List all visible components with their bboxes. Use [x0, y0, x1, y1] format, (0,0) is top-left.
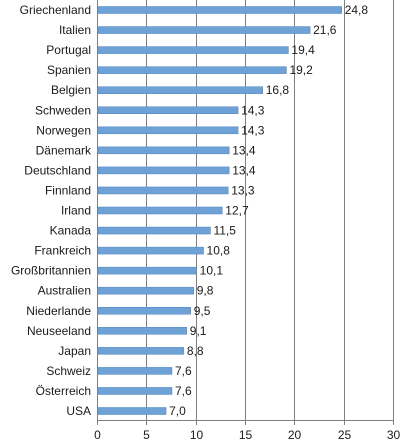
category-label: Schweiz — [46, 364, 91, 378]
bar — [97, 327, 188, 335]
category-label: USA — [66, 404, 91, 418]
value-label: 8,8 — [187, 344, 204, 358]
value-label: 7,6 — [175, 384, 192, 398]
bar — [97, 407, 167, 415]
value-label: 13,3 — [231, 183, 255, 197]
category-label: Frankreich — [34, 244, 91, 258]
value-label: 14,3 — [241, 123, 265, 137]
category-label: Österreich — [36, 384, 91, 398]
bar — [97, 146, 230, 155]
category-label: Australien — [38, 284, 91, 298]
bar — [97, 387, 173, 395]
category-label: Großbritannien — [11, 264, 91, 278]
x-tick-label: 5 — [143, 428, 150, 442]
bar — [97, 126, 239, 135]
category-label: Japan — [58, 344, 91, 358]
bar — [97, 206, 223, 215]
value-label: 14,3 — [241, 103, 265, 117]
category-label: Italien — [59, 23, 91, 37]
bar — [97, 347, 185, 355]
value-labels: 24,821,619,419,216,814,314,313,413,413,3… — [169, 3, 368, 418]
category-label: Irland — [61, 204, 91, 218]
value-label: 19,2 — [289, 63, 313, 77]
value-label: 12,7 — [225, 204, 249, 218]
bars — [97, 6, 342, 415]
bar — [97, 266, 197, 275]
value-label: 13,4 — [232, 163, 256, 177]
x-tick-label: 10 — [190, 428, 204, 442]
value-label: 19,4 — [291, 43, 315, 57]
x-tick-label: 0 — [94, 428, 101, 442]
value-label: 7,0 — [169, 404, 186, 418]
x-tick-label: 15 — [239, 428, 253, 442]
category-label: Niederlande — [26, 304, 91, 318]
bar — [97, 106, 239, 114]
bar — [97, 26, 311, 34]
x-tick-label: 25 — [338, 428, 352, 442]
x-tick-label: 20 — [288, 428, 302, 442]
x-axis: 0 5 10 15 20 25 30 — [94, 420, 400, 442]
category-label: Spanien — [47, 63, 91, 77]
value-label: 9,5 — [194, 304, 211, 318]
category-label: Dänemark — [36, 143, 92, 157]
value-label: 16,8 — [266, 83, 290, 97]
value-label: 13,4 — [232, 143, 256, 157]
value-label: 7,6 — [175, 364, 192, 378]
bar — [97, 367, 173, 375]
category-label: Deutschland — [24, 163, 91, 177]
category-label: Belgien — [51, 83, 91, 97]
value-label: 21,6 — [313, 23, 337, 37]
value-label: 9,8 — [197, 284, 214, 298]
bar — [97, 226, 211, 235]
value-label: 10,1 — [200, 264, 224, 278]
category-label: Schweden — [35, 103, 91, 117]
category-label: Neuseeland — [27, 324, 91, 338]
value-label: 11,5 — [213, 224, 236, 238]
bar — [97, 307, 191, 315]
x-tick-label: 30 — [387, 428, 400, 442]
category-label: Griechenland — [20, 3, 91, 17]
category-label: Kanada — [50, 224, 92, 238]
category-labels: Griechenland Italien Portugal Spanien Belgie… — [11, 3, 92, 418]
value-label: 10,8 — [207, 244, 231, 258]
category-label: Finnland — [45, 183, 91, 197]
bar — [97, 46, 289, 54]
bar — [97, 6, 342, 14]
bar — [97, 186, 229, 195]
bar — [97, 86, 264, 94]
bar — [97, 66, 287, 74]
bar — [97, 246, 204, 255]
bar — [97, 286, 194, 295]
value-label: 24,8 — [345, 3, 369, 17]
category-label: Norwegen — [36, 123, 91, 137]
bar — [97, 166, 230, 175]
category-label: Portugal — [46, 43, 91, 57]
value-label: 9,1 — [190, 324, 207, 338]
